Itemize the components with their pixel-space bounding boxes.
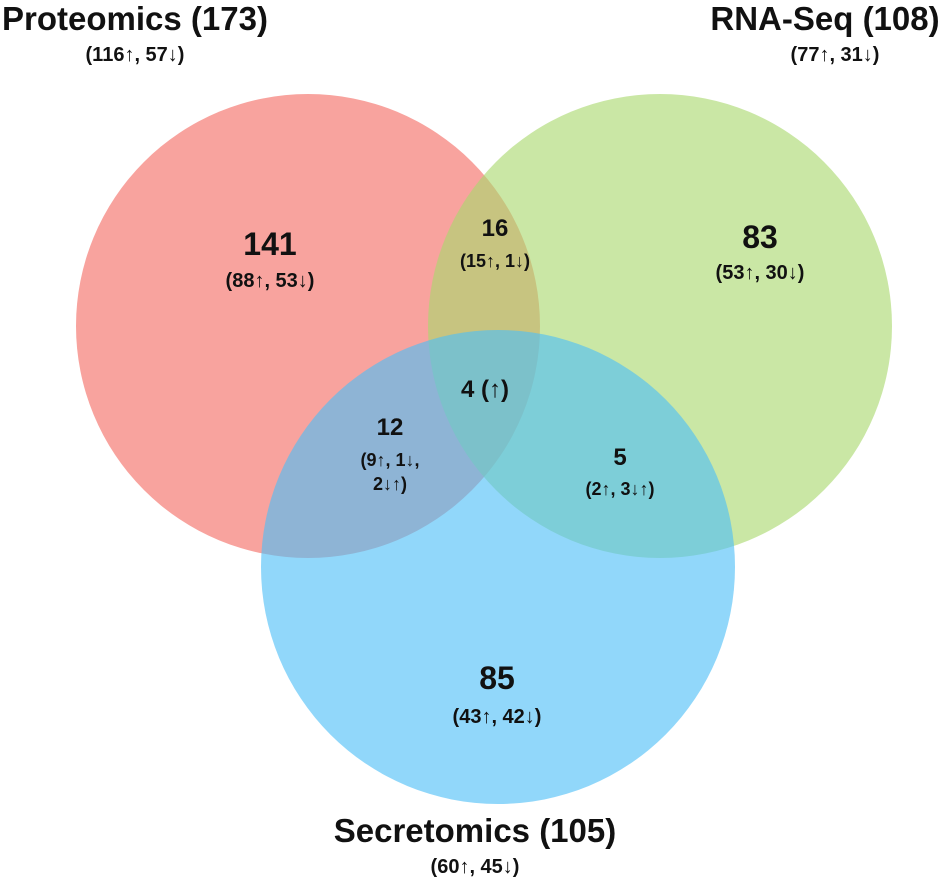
proteomics-secretomics-detail-1: (9↑, 1↓,: [360, 450, 420, 470]
proteomics-secretomics-count: 12: [376, 414, 404, 441]
rnaseq-secretomics-detail: (2↑, 3↓↑): [585, 479, 655, 499]
proteomics-rnaseq-detail: (15↑, 1↓): [459, 251, 531, 271]
secretomics-only-detail: (43↑, 42↓): [452, 706, 542, 728]
rnaseq-title: RNA-Seq (108): [710, 0, 940, 37]
proteomics-only-count: 141: [243, 226, 297, 262]
proteomics-counts: (116↑, 57↓): [85, 44, 185, 66]
proteomics-title: Proteomics (173): [2, 0, 268, 37]
proteomics-only-detail: (88↑, 53↓): [225, 270, 315, 292]
secretomics-circle: [261, 330, 735, 804]
rnaseq-counts: (77↑, 31↓): [790, 44, 880, 66]
all-three-count: 4 (↑): [461, 376, 509, 403]
rnaseq-only-detail: (53↑, 30↓): [715, 262, 805, 284]
secretomics-counts: (60↑, 45↓): [430, 856, 520, 878]
secretomics-only-count: 85: [479, 660, 515, 696]
rnaseq-only-count: 83: [742, 219, 778, 255]
proteomics-secretomics-detail-2: 2↓↑): [372, 474, 407, 494]
rnaseq-secretomics-count: 5: [613, 444, 627, 471]
proteomics-rnaseq-count: 16: [481, 215, 509, 242]
secretomics-title: Secretomics (105): [333, 812, 617, 849]
